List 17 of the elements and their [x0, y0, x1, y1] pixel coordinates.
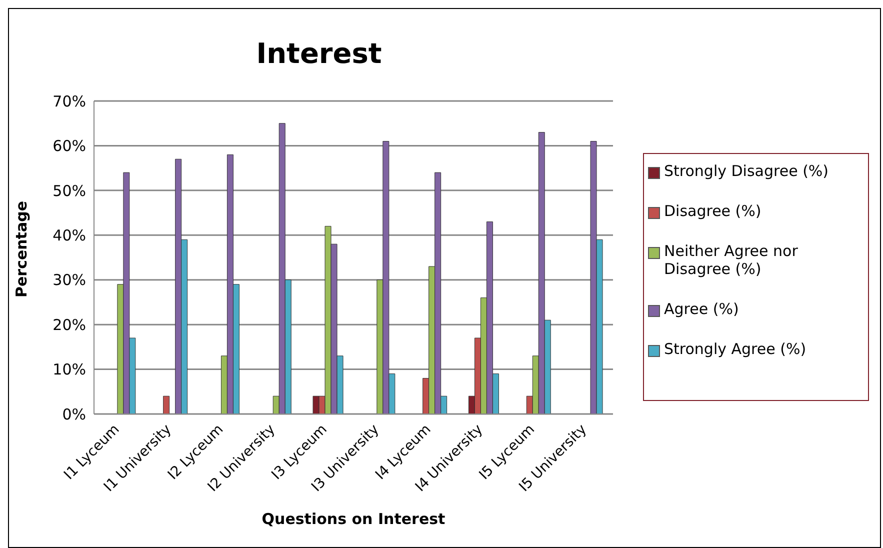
y-tick-label: 0% — [62, 405, 86, 424]
y-tick-label: 40% — [52, 226, 86, 244]
y-tick-label: 50% — [52, 182, 86, 200]
y-axis-title: Percentage — [12, 200, 30, 298]
legend-label: Neither Agree nor Disagree (%) — [664, 242, 799, 278]
y-tick-label: 20% — [52, 316, 86, 334]
legend-label: Strongly Agree (%) — [664, 340, 806, 358]
x-axis-title: Questions on Interest — [262, 510, 446, 528]
legend-label: Strongly Disagree (%) — [664, 162, 829, 180]
legend-label: Disagree (%) — [664, 202, 762, 220]
y-tick-label: 30% — [52, 271, 86, 290]
y-tick-label: 70% — [52, 92, 86, 110]
bar — [163, 396, 170, 414]
y-tick-label: 10% — [52, 360, 86, 379]
legend-label: Agree (%) — [664, 300, 739, 318]
chart-title: Interest — [255, 37, 383, 70]
y-tick-label: 60% — [52, 137, 86, 156]
